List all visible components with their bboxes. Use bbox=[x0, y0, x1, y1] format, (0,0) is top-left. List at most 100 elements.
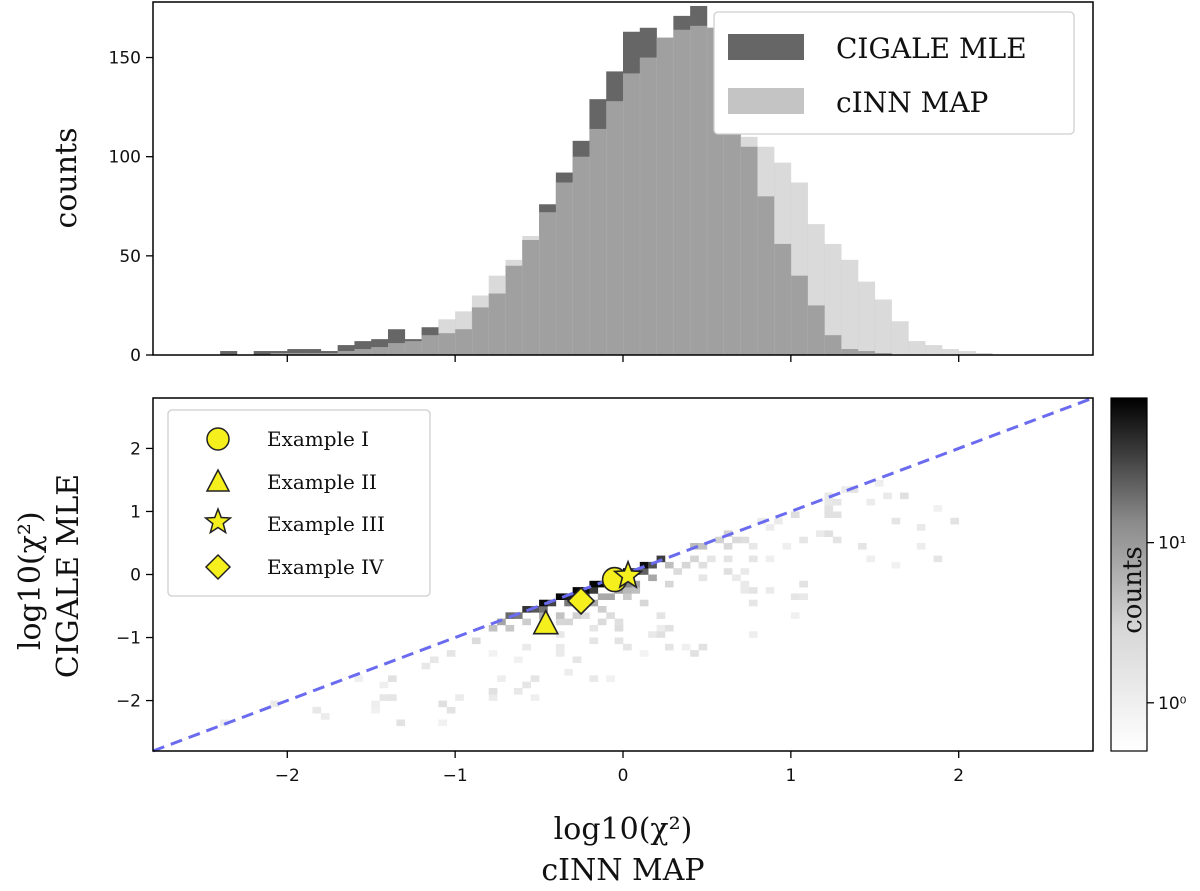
heatmap-cell bbox=[933, 505, 943, 512]
hist-bar-cigale bbox=[220, 351, 238, 355]
hist-bar-cinn bbox=[774, 162, 792, 355]
bottom-ylabel: log10(χ²) CIGALE MLE bbox=[13, 474, 86, 678]
heatmap-cell bbox=[832, 536, 842, 544]
heatmap-cell bbox=[648, 574, 657, 582]
heatmap-cell bbox=[513, 656, 523, 664]
heatmap-cell bbox=[438, 719, 448, 727]
heatmap-cell bbox=[706, 555, 716, 563]
heatmap-cell bbox=[488, 687, 498, 695]
hist-bar-cinn bbox=[320, 353, 338, 355]
hist-bar-cinn bbox=[270, 353, 288, 355]
heatmap-cell bbox=[581, 587, 590, 594]
heatmap-cell bbox=[891, 517, 901, 525]
heatmap-cell bbox=[639, 568, 649, 575]
heatmap-cell bbox=[572, 587, 582, 594]
heatmap-cell bbox=[639, 599, 649, 607]
heatmap-cell bbox=[589, 675, 599, 682]
heatmap-cell bbox=[799, 536, 808, 544]
heatmap-cell bbox=[488, 694, 498, 701]
heatmap-cell bbox=[497, 675, 506, 682]
heatmap-cell bbox=[740, 587, 750, 594]
hist-bar-cinn bbox=[572, 156, 590, 355]
heatmap-cell bbox=[270, 700, 280, 708]
heatmap-cell bbox=[513, 687, 523, 695]
heatmap-cell bbox=[623, 643, 632, 651]
heatmap-cell bbox=[597, 606, 607, 613]
legend-example-3: Example III bbox=[267, 512, 385, 536]
legend-circle-icon bbox=[206, 427, 230, 451]
heatmap-cell bbox=[564, 593, 573, 601]
heatmap-cell bbox=[824, 511, 834, 519]
heatmap-cell bbox=[849, 486, 859, 493]
heatmap-cell bbox=[589, 587, 599, 594]
heatmap-cell bbox=[765, 555, 775, 563]
legend-example-2: Example II bbox=[267, 470, 377, 494]
legend-example-4: Example IV bbox=[267, 555, 384, 579]
hist-bar-cinn bbox=[421, 335, 439, 355]
heatmap-cell bbox=[539, 599, 548, 607]
heatmap-cell bbox=[690, 650, 699, 657]
hist-bar-cigale bbox=[320, 351, 338, 355]
colorbar-ticks: 10⁰ 10¹ bbox=[1147, 534, 1187, 714]
hist-bar-cigale bbox=[253, 351, 271, 355]
heatmap-cell bbox=[379, 681, 389, 689]
bottom-ytick-label: 2 bbox=[130, 439, 141, 459]
heatmap-cell bbox=[824, 530, 834, 537]
heatmap-cell bbox=[824, 498, 834, 506]
heatmap-cell bbox=[312, 706, 322, 714]
heatmap-cell bbox=[505, 624, 515, 632]
heatmap-cell bbox=[555, 650, 565, 657]
heatmap-cell bbox=[555, 618, 565, 626]
top-ytick-label: 100 bbox=[109, 148, 141, 168]
hist-bar-cinn bbox=[656, 37, 674, 355]
hist-bar-cinn bbox=[555, 182, 573, 355]
bottom-ytick-label: −2 bbox=[116, 692, 141, 712]
heatmap-cell bbox=[589, 624, 599, 632]
heatmap-cell bbox=[799, 593, 808, 601]
colorbar-label: counts bbox=[1118, 546, 1148, 634]
heatmap-cell bbox=[388, 675, 397, 682]
heatmap-cell bbox=[664, 643, 674, 651]
hist-bar-cinn bbox=[941, 349, 960, 355]
hist-bar-cinn bbox=[874, 299, 892, 355]
hist-bar-cinn bbox=[639, 57, 657, 355]
heatmap-cell bbox=[748, 631, 758, 638]
heatmap-cell bbox=[547, 599, 557, 607]
heatmap-cell bbox=[790, 593, 800, 601]
colorbar-tick-label: 10⁰ bbox=[1158, 694, 1187, 714]
bottom-xtick-label: 0 bbox=[618, 766, 629, 786]
heatmap-cell bbox=[866, 555, 876, 563]
legend-label-cigale: CIGALE MLE bbox=[836, 32, 1027, 65]
heatmap-cell bbox=[774, 517, 783, 525]
heatmap-cell bbox=[320, 713, 330, 720]
heatmap-cell bbox=[421, 662, 431, 670]
heatmap-cell bbox=[916, 542, 926, 550]
legend-label-cinn: cINN MAP bbox=[836, 86, 988, 119]
heatmap-cell bbox=[715, 536, 725, 544]
heatmap-cell bbox=[723, 568, 733, 575]
heatmap-cell bbox=[950, 517, 960, 525]
top-histogram-bars bbox=[220, 5, 993, 356]
hist-bar-cinn bbox=[337, 351, 355, 355]
heatmap-cell bbox=[623, 593, 632, 601]
heatmap-cell bbox=[597, 618, 607, 626]
heatmap-cell bbox=[530, 694, 540, 701]
heatmap-cell bbox=[748, 599, 758, 607]
heatmap-cell bbox=[572, 612, 582, 619]
hist-bar-cinn bbox=[908, 341, 926, 355]
heatmap-cell bbox=[883, 492, 892, 500]
heatmap-cell bbox=[832, 498, 842, 506]
heatmap-cell bbox=[614, 624, 624, 632]
heatmap-cell bbox=[530, 606, 540, 613]
heatmap-cell bbox=[539, 606, 548, 613]
hist-bar-cinn bbox=[807, 224, 825, 355]
hist-bar-cinn bbox=[539, 212, 557, 355]
hist-bar-cinn bbox=[589, 128, 607, 355]
heatmap-cell bbox=[606, 612, 615, 619]
bottom-axes-ticks: −2 −1 0 1 2 −2 −1 0 1 2 bbox=[116, 439, 964, 786]
heatmap-cell bbox=[471, 637, 481, 645]
heatmap-cell bbox=[438, 700, 448, 708]
hist-bar-cinn bbox=[505, 259, 523, 355]
top-ylabel: counts bbox=[49, 128, 84, 229]
heatmap-cell bbox=[874, 479, 884, 487]
